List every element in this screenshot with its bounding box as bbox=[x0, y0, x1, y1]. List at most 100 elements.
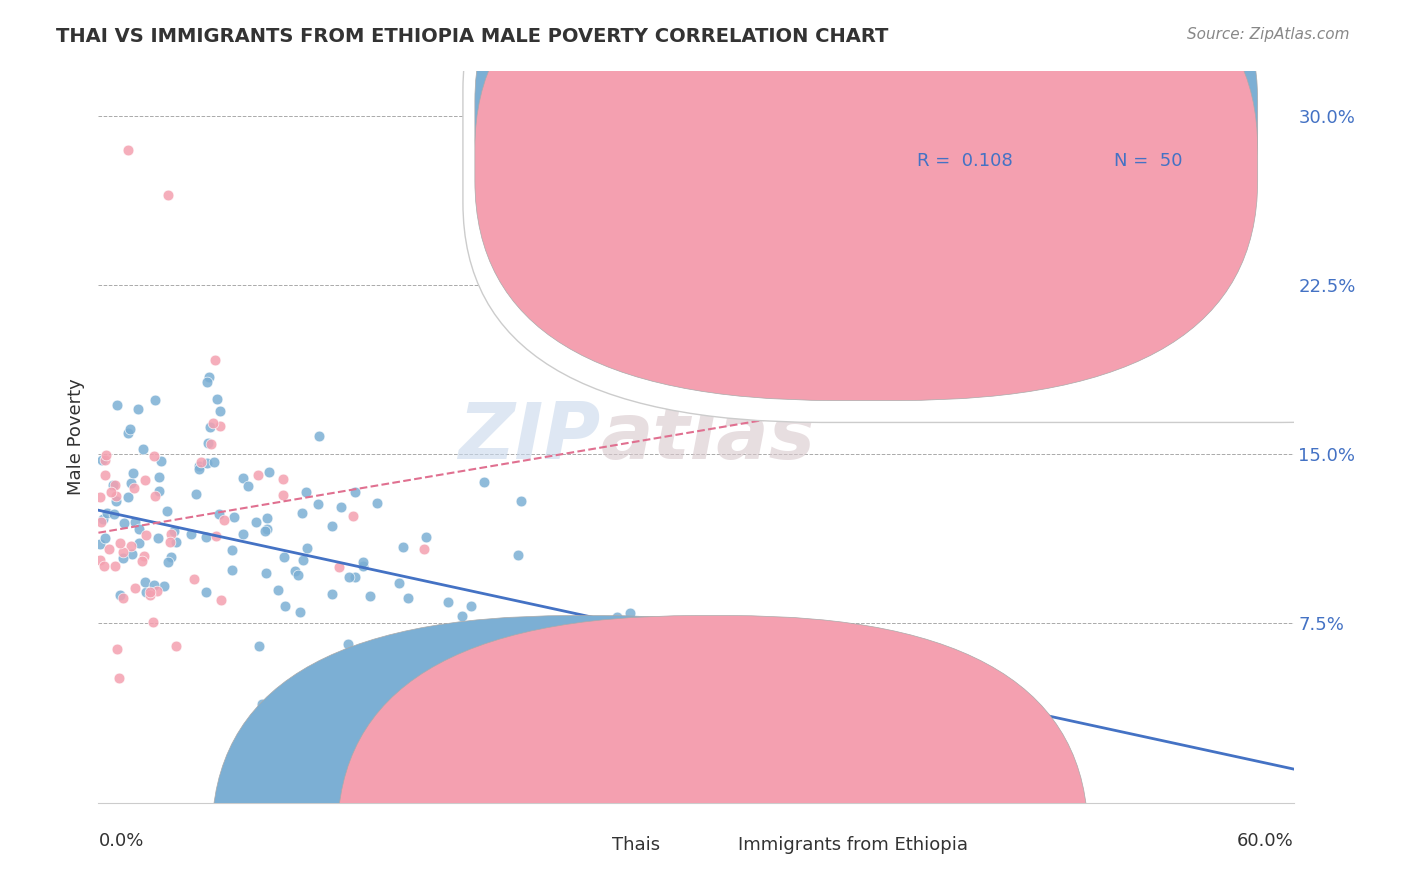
Point bbox=[388, 575, 411, 590]
Point bbox=[267, 583, 290, 598]
Point bbox=[105, 398, 128, 412]
Text: atlas: atlas bbox=[600, 399, 815, 475]
FancyBboxPatch shape bbox=[475, 0, 1258, 401]
Point bbox=[254, 566, 277, 580]
Point bbox=[202, 416, 225, 430]
FancyBboxPatch shape bbox=[463, 0, 1406, 423]
Point bbox=[131, 554, 153, 568]
Point bbox=[160, 549, 183, 564]
Point bbox=[195, 585, 218, 599]
Point bbox=[143, 578, 166, 592]
Point bbox=[337, 570, 360, 584]
Point bbox=[128, 522, 150, 536]
Point bbox=[143, 393, 166, 408]
Point bbox=[606, 610, 628, 624]
Point bbox=[142, 615, 165, 630]
Y-axis label: Male Poverty: Male Poverty bbox=[66, 379, 84, 495]
Point bbox=[89, 490, 111, 504]
Point bbox=[564, 646, 586, 660]
Point bbox=[197, 436, 219, 450]
Point bbox=[321, 519, 343, 533]
Point bbox=[117, 425, 139, 440]
Point bbox=[120, 539, 142, 553]
Point bbox=[352, 555, 374, 569]
Point bbox=[620, 638, 643, 652]
Point bbox=[159, 535, 181, 549]
Point bbox=[342, 508, 364, 523]
FancyBboxPatch shape bbox=[337, 615, 1088, 892]
Point bbox=[186, 487, 208, 501]
Point bbox=[366, 496, 388, 510]
Point bbox=[619, 606, 641, 620]
Point bbox=[188, 462, 211, 476]
Point bbox=[506, 548, 529, 562]
Point bbox=[664, 684, 686, 698]
Point bbox=[194, 530, 217, 544]
Point bbox=[117, 490, 139, 504]
Text: ZIP: ZIP bbox=[458, 399, 600, 475]
Point bbox=[120, 475, 142, 490]
Point bbox=[108, 536, 131, 550]
Point bbox=[447, 635, 470, 649]
Point bbox=[91, 511, 114, 525]
Point bbox=[256, 522, 278, 536]
Point bbox=[352, 558, 374, 573]
Point bbox=[224, 509, 246, 524]
Point bbox=[284, 564, 307, 578]
Point bbox=[90, 515, 112, 529]
Text: N =  50: N = 50 bbox=[1115, 153, 1182, 170]
Point bbox=[238, 479, 260, 493]
Point bbox=[94, 531, 117, 545]
Point bbox=[89, 553, 111, 567]
Point bbox=[134, 574, 156, 589]
Point bbox=[510, 494, 533, 508]
Point bbox=[132, 549, 155, 563]
Point bbox=[187, 459, 209, 474]
Point bbox=[273, 549, 295, 564]
Point bbox=[105, 494, 128, 508]
Point bbox=[330, 500, 353, 514]
Point bbox=[295, 484, 318, 499]
Point bbox=[122, 466, 145, 480]
Point bbox=[145, 583, 167, 598]
Point bbox=[207, 392, 229, 406]
Point bbox=[273, 599, 295, 614]
Point bbox=[127, 401, 149, 416]
Text: Thais: Thais bbox=[613, 836, 661, 855]
Point bbox=[117, 143, 139, 157]
Point bbox=[413, 542, 436, 557]
Point bbox=[271, 472, 294, 486]
Point bbox=[253, 524, 276, 538]
Point bbox=[472, 475, 495, 489]
Point bbox=[396, 591, 419, 606]
Point bbox=[209, 419, 232, 434]
Point bbox=[198, 420, 221, 434]
Point bbox=[159, 526, 181, 541]
Point bbox=[156, 555, 179, 569]
Point bbox=[112, 591, 135, 605]
Point bbox=[232, 527, 254, 541]
Point bbox=[202, 455, 225, 469]
Point bbox=[165, 535, 187, 549]
Point bbox=[232, 471, 254, 485]
Point bbox=[93, 559, 115, 574]
Point bbox=[143, 489, 166, 503]
Text: 60.0%: 60.0% bbox=[1237, 832, 1294, 850]
Point bbox=[247, 640, 270, 654]
Point bbox=[107, 671, 129, 685]
Point bbox=[105, 641, 128, 656]
Point bbox=[89, 537, 111, 551]
Point bbox=[288, 605, 311, 619]
Point bbox=[221, 564, 243, 578]
Point bbox=[307, 497, 329, 511]
Point bbox=[415, 530, 437, 544]
Point bbox=[451, 608, 474, 623]
Point bbox=[200, 437, 222, 451]
Point bbox=[180, 526, 202, 541]
FancyBboxPatch shape bbox=[475, 0, 1258, 353]
Point bbox=[94, 452, 117, 467]
Point bbox=[190, 455, 212, 469]
Point bbox=[252, 697, 274, 711]
Text: R = -0.625: R = -0.625 bbox=[917, 104, 1014, 122]
Text: N = 109: N = 109 bbox=[1115, 104, 1188, 122]
